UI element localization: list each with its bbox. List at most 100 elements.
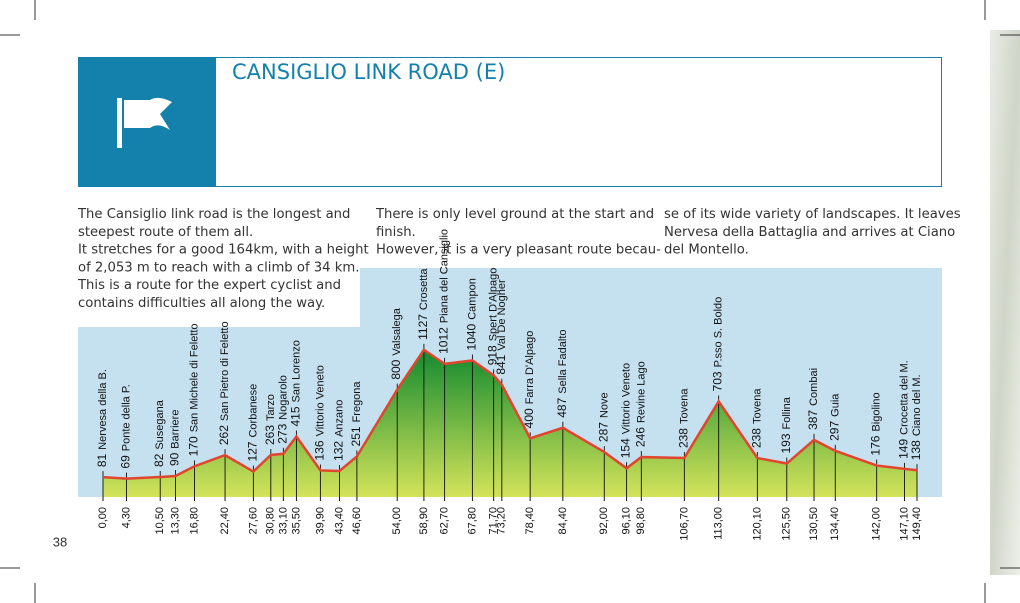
altitude-label: 176: [869, 435, 883, 455]
point-label: 841 Val De Nogher: [494, 279, 508, 375]
place-name: Tovena: [751, 388, 763, 424]
place-name: Sella Fadalto: [557, 329, 569, 393]
place-name: San Pietro di Feletto: [219, 321, 231, 421]
place-name: Val De Nogher: [496, 279, 508, 351]
map-strip: [990, 30, 1020, 575]
place-name: Ciano del M.: [911, 374, 923, 436]
place-name: Revine Lago: [635, 361, 647, 423]
altitude-label: 400: [522, 408, 536, 428]
x-tick-label: 13,30: [169, 507, 181, 535]
x-tick-label: 62,70: [439, 507, 451, 535]
x-tick-label: 120,10: [751, 507, 763, 541]
point-label: 1127 Crosetta: [416, 268, 430, 340]
x-tick-label: 27,60: [247, 507, 259, 535]
altitude-label: 81: [95, 453, 109, 467]
x-tick-label: 113,00: [713, 507, 725, 540]
x-tick-label: 4,30: [120, 507, 132, 528]
paragraph-line: steepest route of them all.: [78, 225, 253, 240]
paragraph-line: se of its wide variety of landscapes. It…: [664, 207, 961, 222]
altitude-label: 263: [263, 425, 277, 445]
place-name: Susegana: [154, 399, 166, 449]
x-tick-label: 35,50: [290, 507, 302, 535]
altitude-label: 138: [909, 440, 923, 460]
place-name: Piana del Cansiglio: [439, 229, 451, 323]
place-name: Guia: [829, 393, 841, 417]
place-name: Follina: [781, 396, 793, 429]
paragraph-line: of 2,053 m to reach with a climb of 34 k…: [78, 260, 359, 275]
x-tick-label: 130,50: [808, 507, 820, 541]
paragraph-line: There is only level ground at the start …: [375, 207, 654, 222]
paragraph-line: Nervesa della Battaglia and arrives at C…: [664, 225, 955, 240]
point-label: 703 P.sso S. Boldo: [711, 297, 725, 392]
x-tick-label: 92,00: [598, 507, 610, 535]
point-label: 273 Nogarolo: [276, 375, 290, 444]
text-columns: The Cansiglio link road is the longest a…: [77, 207, 961, 311]
point-label: 262 San Pietro di Feletto: [217, 321, 231, 445]
altitude-label: 246: [633, 427, 647, 447]
altitude-label: 387: [806, 410, 820, 430]
place-name: Corbanese: [247, 384, 259, 438]
point-label: 136 Vittorio Veneto: [313, 365, 327, 460]
x-tick-label: 125,50: [781, 507, 793, 541]
x-tick-label: 22,40: [219, 507, 231, 535]
x-tick-label: 71,70: [488, 507, 500, 535]
altitude-label: 136: [313, 440, 327, 460]
point-label: 138 Ciano del M.: [909, 374, 923, 460]
place-name: Tovena: [678, 388, 690, 424]
place-name: San Lorenzo: [290, 340, 302, 402]
title-box: [215, 57, 942, 187]
paragraph-line: contains difficulties all along the way.: [78, 296, 325, 311]
altitude-label: 287: [596, 422, 610, 442]
point-label: 251 Fregona: [349, 381, 363, 447]
point-label: 1012 Piana del Cansiglio: [437, 229, 451, 354]
altitude-label: 415: [289, 406, 303, 426]
place-name: Vittorio Veneto: [314, 365, 326, 436]
x-tick-label: 142,00: [871, 507, 883, 541]
paragraph-line: However, it is a very pleasant route bec…: [376, 243, 661, 258]
point-label: 90 Barriere: [168, 410, 182, 466]
x-tick-label: 98,80: [635, 507, 647, 535]
x-tick-label: 149,40: [911, 507, 923, 541]
x-tick-label: 10,50: [154, 507, 166, 535]
point-label: 170 San Michele di Feletto: [187, 323, 201, 456]
x-tick-label: 16,80: [188, 507, 200, 535]
point-label: 387 Combai: [806, 368, 820, 430]
place-name: Bigolino: [871, 392, 883, 431]
x-tick-label: 134,40: [829, 507, 841, 541]
x-tick-label: 67,80: [466, 507, 478, 535]
place-name: Valsalega: [391, 307, 403, 355]
point-label: 149 Crocetta del M.: [897, 360, 911, 459]
point-label: 415 San Lorenzo: [289, 340, 303, 426]
altitude-label: 132: [332, 441, 346, 461]
point-label: 69 Ponte della P.: [119, 384, 133, 468]
altitude-label: 82: [152, 453, 166, 467]
point-label: 246 Revine Lago: [633, 361, 647, 447]
place-name: Vittorio Veneto: [621, 363, 633, 434]
place-name: Nervesa della B.: [97, 369, 109, 450]
x-tick-label: 84,40: [557, 507, 569, 535]
altitude-label: 69: [119, 455, 133, 469]
place-name: Tarzo: [265, 394, 277, 421]
place-name: Farra D'Alpago: [524, 331, 536, 405]
point-label: 132 Anzano: [332, 400, 346, 461]
altitude-label: 273: [276, 423, 290, 443]
altitude-label: 1040: [465, 323, 479, 350]
altitude-label: 238: [750, 428, 764, 448]
point-label: 400 Farra D'Alpago: [522, 331, 536, 429]
elevation-profile: 81 Nervesa della B. 69 Ponte della P. 82 Suse…: [95, 229, 923, 541]
point-label: 154 Vittorio Veneto: [619, 363, 633, 458]
place-name: San Michele di Feletto: [188, 323, 200, 432]
paragraph-line: This is a route for the expert cyclist a…: [77, 278, 341, 293]
point-label: 297 Guia: [827, 393, 841, 441]
place-name: Anzano: [333, 400, 345, 437]
place-name: Nogarolo: [277, 375, 289, 420]
paragraph-line: del Montello.: [664, 243, 749, 258]
altitude-label: 918: [486, 345, 500, 365]
altitude-label: 238: [677, 428, 691, 448]
x-tick-label: 73,20: [496, 507, 508, 535]
place-name: Combai: [808, 368, 820, 406]
profile-area: [103, 349, 917, 497]
altitude-label: 297: [827, 421, 841, 441]
